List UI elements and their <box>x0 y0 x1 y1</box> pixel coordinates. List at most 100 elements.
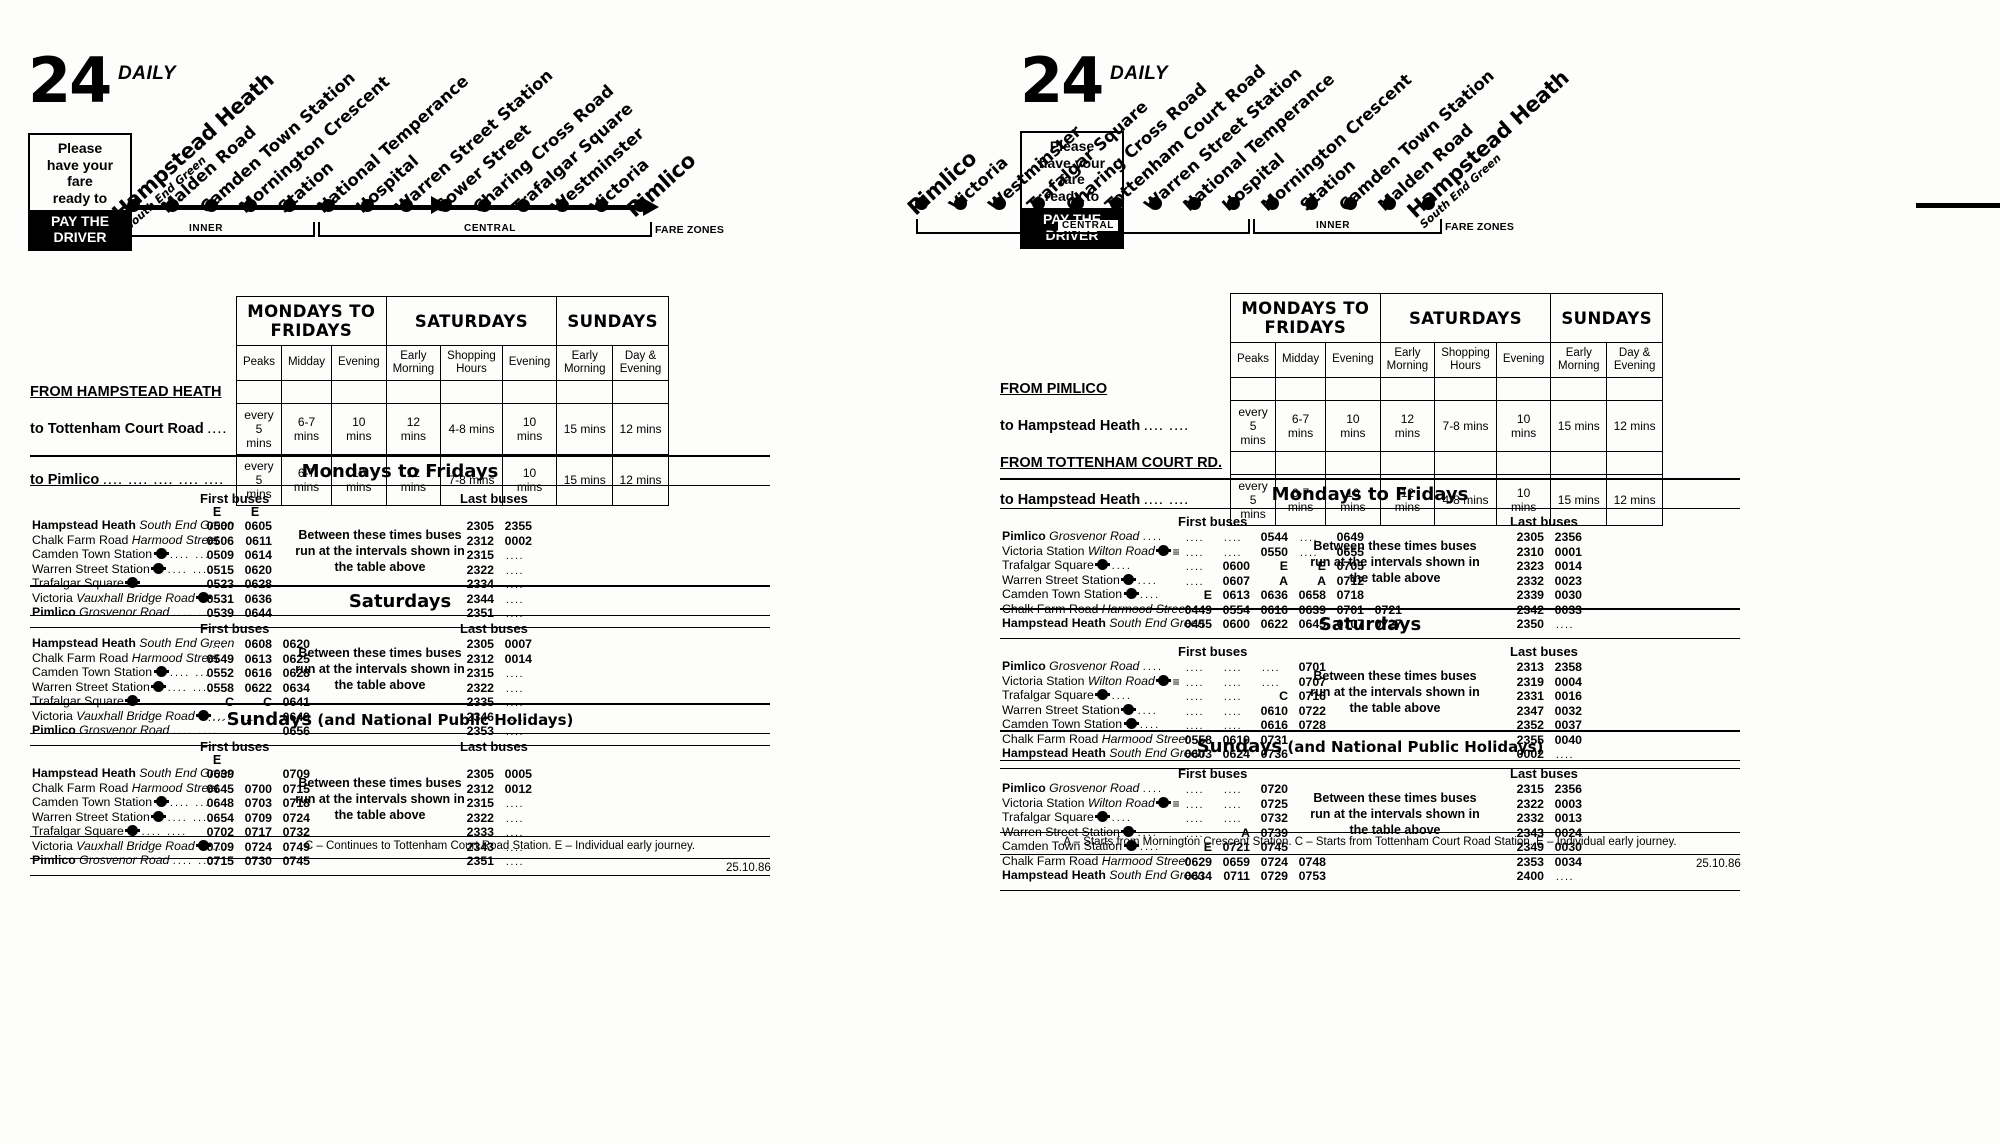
freq-interval-cell: 10 mins <box>1325 473 1381 526</box>
no-service-marker: .... <box>1223 813 1243 825</box>
freq-empty-cell <box>1275 376 1327 401</box>
freq-sub-header: Peaks <box>235 345 282 381</box>
fare-line-2: have your <box>1038 154 1106 171</box>
no-service-marker: .... <box>1185 532 1205 544</box>
timetable-row: Trafalgar Square .... .... <box>32 577 187 590</box>
stop-place: South End Green <box>1109 616 1205 630</box>
timetable-row: Hampstead Heath South End Green <box>32 767 234 779</box>
route-stop-dot <box>1422 197 1435 210</box>
route-stop-dot <box>954 197 967 210</box>
timetable-row: Warren Street Station .... <box>1002 573 1158 587</box>
departure-time: 0600 <box>1222 559 1250 573</box>
timetable-row: Camden Town Station .... .... <box>32 548 215 561</box>
stop-name: Warren Street Station <box>32 679 154 694</box>
timetable-row: Warren Street Station .... .... <box>32 679 213 694</box>
last-buses-header: Last buses <box>460 739 528 754</box>
timetable-panel-inbound: 24 DAILY Please have your fare ready to … <box>431 0 2000 1144</box>
first-buses-header: First buses <box>200 739 270 754</box>
leader-dots: .... .... <box>141 578 188 590</box>
fare-line-3: fare <box>67 173 93 190</box>
freq-day-group-header: SATURDAYS <box>385 296 558 346</box>
no-service-marker: .... <box>505 812 525 825</box>
no-service-marker: .... <box>1223 784 1243 796</box>
fare-line-4: ready to <box>1044 187 1100 204</box>
freq-destination-label: to Hampstead Heath .... .... <box>1000 417 1190 434</box>
departure-time: A <box>1279 573 1288 588</box>
departure-time: 0613 <box>244 651 272 666</box>
departure-time: C <box>263 695 272 709</box>
zone-label-central-left: CENTRAL <box>460 223 520 234</box>
last-buses-header: Last buses <box>1510 766 1578 781</box>
departure-time: E <box>1279 559 1288 573</box>
freq-sub-header: Early Morning <box>1379 342 1436 378</box>
freq-corner-spacer <box>30 297 236 381</box>
underground-icon <box>1121 825 1137 837</box>
last-departure-time: 2305 <box>466 519 494 533</box>
section-top-rule <box>30 455 770 457</box>
route-stop-dot <box>1188 197 1201 210</box>
freq-interval-cell: every 5 mins <box>1230 473 1277 526</box>
underground-icon <box>1123 840 1139 851</box>
departure-time: 0506 <box>206 533 234 548</box>
timetable-row: Chalk Farm Road Harmood Street <box>32 533 219 546</box>
departure-time: 0628 <box>282 666 310 680</box>
no-service-marker: .... <box>1185 575 1205 588</box>
no-service-marker: .... <box>505 608 525 620</box>
footnote-rule-left <box>30 836 770 837</box>
no-service-marker: .... <box>207 639 227 651</box>
timetable-row: Pimlico Grosvenor Road .... <box>1002 782 1163 795</box>
stop-place: Harmood Street <box>131 650 219 665</box>
stop-place: Grosvenor Road <box>79 853 173 867</box>
stop-place: South End Green <box>139 766 235 780</box>
underground-icon <box>1095 811 1111 822</box>
last-departure-time: 0013 <box>1554 811 1582 825</box>
pay-the-label: PAY THE <box>50 213 110 230</box>
departure-time: 0613 <box>1222 588 1250 602</box>
freq-interval-cell: 10 mins <box>331 402 387 455</box>
leader-dots: .... <box>212 592 233 605</box>
driver-label: DRIVER <box>53 229 107 246</box>
freq-empty-cell <box>331 379 387 404</box>
leader-dots: .... .... <box>1144 420 1190 433</box>
last-departure-time: 2322 <box>466 562 494 577</box>
route-stop-label: Hampstead Heath South End Green <box>1403 66 1581 231</box>
departure-time: 0701 <box>1298 660 1326 674</box>
departure-time: 0636 <box>1260 588 1288 602</box>
departure-time: 0649 <box>282 709 310 724</box>
national-rail-icon: ≡ <box>1172 674 1180 689</box>
departure-time: 0658 <box>1298 588 1326 602</box>
no-service-marker: .... <box>1185 705 1205 718</box>
stop-name: Victoria <box>32 708 77 723</box>
stop-name: Hampstead Heath <box>32 636 140 650</box>
first-buses-header: First buses <box>200 621 270 636</box>
departure-time: 0539 <box>206 606 234 620</box>
timetable-row: Chalk Farm Road Harmood Street <box>32 650 219 665</box>
underground-icon <box>153 548 169 559</box>
underground-icon <box>1156 674 1172 686</box>
stop-name: Hampstead Heath <box>32 518 140 532</box>
freq-empty-cell <box>440 379 503 404</box>
section-title: Mondays to Fridays <box>1000 484 1740 505</box>
last-departure-time: 0016 <box>1554 689 1582 703</box>
last-departure-time: 2315 <box>466 796 494 810</box>
freq-interval-cell: 12 mins <box>612 402 669 455</box>
departure-time: C <box>225 695 234 709</box>
departure-time: 0732 <box>282 825 310 839</box>
section-title-main: Saturdays <box>1318 614 1422 635</box>
departure-time: 0600 <box>1222 617 1250 631</box>
route-arrow-left <box>643 198 659 216</box>
departure-time: 0656 <box>282 724 310 738</box>
no-service-marker: .... <box>1223 798 1243 811</box>
freq-day-group-header: MONDAYS TO FRIDAYS <box>1230 293 1381 343</box>
stop-place: Harmood Street <box>1101 731 1189 746</box>
last-departure-time: 2315 <box>466 548 494 562</box>
stop-name: Hampstead Heath <box>1002 746 1110 760</box>
interval-note: Between these times buses run at the inte… <box>1310 791 1480 837</box>
fare-line-2: have your <box>46 156 114 173</box>
departure-time: 0730 <box>244 854 272 868</box>
zone-label-central-right: CENTRAL <box>1058 220 1118 231</box>
freq-origin-title: FROM HAMPSTEAD HEATH <box>30 383 222 400</box>
zone-label-inner-right: INNER <box>1312 220 1355 231</box>
departure-time: 0745 <box>282 854 310 868</box>
interval-note: Between these times buses run at the inte… <box>295 528 465 574</box>
